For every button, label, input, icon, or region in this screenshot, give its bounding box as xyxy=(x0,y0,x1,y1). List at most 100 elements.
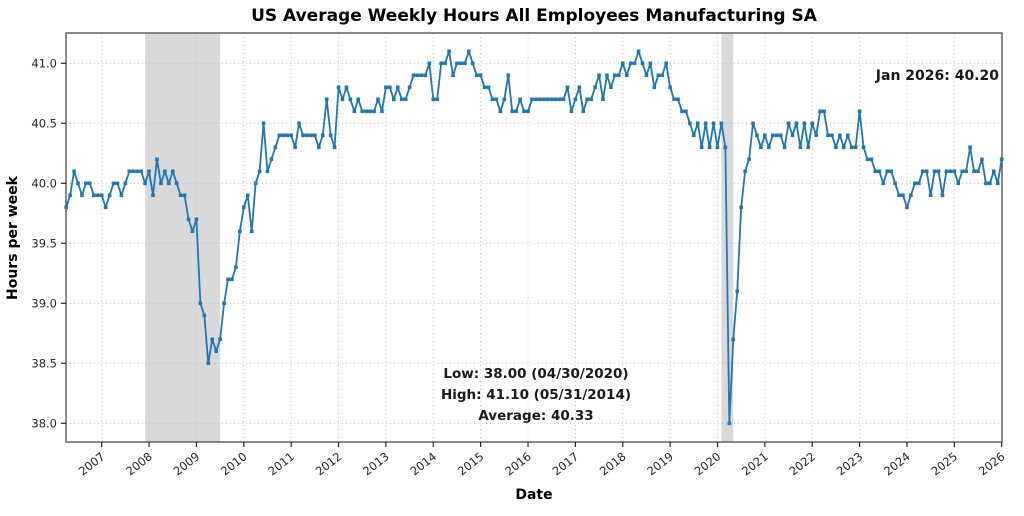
data-point xyxy=(261,121,266,126)
y-tick-label: 39.0 xyxy=(31,296,57,310)
data-point xyxy=(778,133,783,138)
data-point xyxy=(257,169,262,174)
data-point xyxy=(849,145,854,150)
data-point xyxy=(652,85,657,90)
x-tick-label: 2020 xyxy=(692,449,724,478)
data-point xyxy=(277,133,282,138)
data-point xyxy=(482,85,487,90)
data-point xyxy=(305,133,309,138)
data-point xyxy=(632,61,637,66)
y-tick-label: 41.0 xyxy=(31,56,57,70)
data-point xyxy=(624,73,629,78)
data-point xyxy=(190,229,195,234)
data-point xyxy=(759,145,763,150)
data-point xyxy=(897,193,901,198)
data-point xyxy=(968,145,972,150)
data-point xyxy=(324,97,329,102)
y-tick-label: 38.0 xyxy=(31,416,57,430)
data-point xyxy=(593,85,597,90)
x-tick-label: 2008 xyxy=(123,449,155,478)
data-point xyxy=(763,133,767,138)
data-point xyxy=(182,193,187,198)
data-point xyxy=(372,109,376,114)
data-point xyxy=(976,169,980,174)
data-point xyxy=(798,145,803,150)
data-point xyxy=(403,97,408,102)
data-point xyxy=(920,169,925,174)
y-axis-label: Hours per week xyxy=(5,175,21,300)
data-point xyxy=(506,73,511,78)
data-point xyxy=(103,205,108,210)
data-point xyxy=(628,61,633,66)
data-point xyxy=(830,133,834,138)
data-point xyxy=(435,97,440,102)
data-point xyxy=(688,121,692,126)
data-point xyxy=(470,61,475,66)
series-line xyxy=(65,50,1003,425)
data-point xyxy=(427,61,432,66)
data-point xyxy=(549,97,554,102)
data-point xyxy=(853,145,858,150)
data-point xyxy=(407,85,412,90)
data-point xyxy=(589,97,593,102)
data-point xyxy=(790,133,795,138)
data-point xyxy=(443,61,447,66)
data-point xyxy=(545,97,550,102)
data-point xyxy=(905,205,909,210)
data-point xyxy=(317,145,321,150)
data-point xyxy=(703,121,708,126)
data-point xyxy=(68,193,72,198)
data-point xyxy=(739,205,743,210)
data-point xyxy=(411,73,416,78)
data-point xyxy=(948,169,953,174)
data-point xyxy=(99,193,104,198)
data-point xyxy=(439,61,443,66)
data-point xyxy=(861,145,866,150)
data-point xyxy=(889,169,893,174)
x-tick-label: 2012 xyxy=(313,449,345,478)
data-point xyxy=(782,145,787,150)
data-point xyxy=(178,193,183,198)
data-point xyxy=(206,361,211,366)
data-point xyxy=(620,61,625,66)
data-point xyxy=(395,85,400,90)
data-point xyxy=(794,121,799,126)
data-point xyxy=(84,181,88,186)
data-point xyxy=(952,169,957,174)
data-point xyxy=(992,169,996,174)
data-point xyxy=(210,337,215,342)
data-point xyxy=(826,133,830,138)
data-point xyxy=(186,217,191,222)
data-point xyxy=(364,109,368,114)
data-point xyxy=(684,109,688,114)
data-point xyxy=(376,97,380,102)
data-point xyxy=(451,73,455,78)
data-point xyxy=(613,73,617,78)
data-point xyxy=(340,97,345,102)
data-point xyxy=(392,97,396,102)
x-tick-label: 2009 xyxy=(171,449,203,478)
data-point xyxy=(265,169,270,174)
data-point xyxy=(455,61,459,66)
data-point xyxy=(309,133,313,138)
data-point xyxy=(944,169,949,174)
data-point xyxy=(917,181,921,186)
data-point xyxy=(885,169,890,174)
data-point xyxy=(644,73,649,78)
data-point xyxy=(242,205,246,210)
data-point xyxy=(64,205,68,210)
data-point xyxy=(956,181,961,186)
data-point xyxy=(72,169,76,174)
data-point xyxy=(711,121,716,126)
data-point xyxy=(680,109,684,114)
x-tick-label: 2015 xyxy=(455,449,487,478)
data-point xyxy=(226,277,230,282)
data-point xyxy=(238,229,242,234)
data-point xyxy=(751,121,755,126)
data-point xyxy=(972,169,976,174)
data-point xyxy=(770,133,775,138)
data-point xyxy=(577,85,582,90)
data-point xyxy=(281,133,286,138)
data-point xyxy=(893,181,897,186)
